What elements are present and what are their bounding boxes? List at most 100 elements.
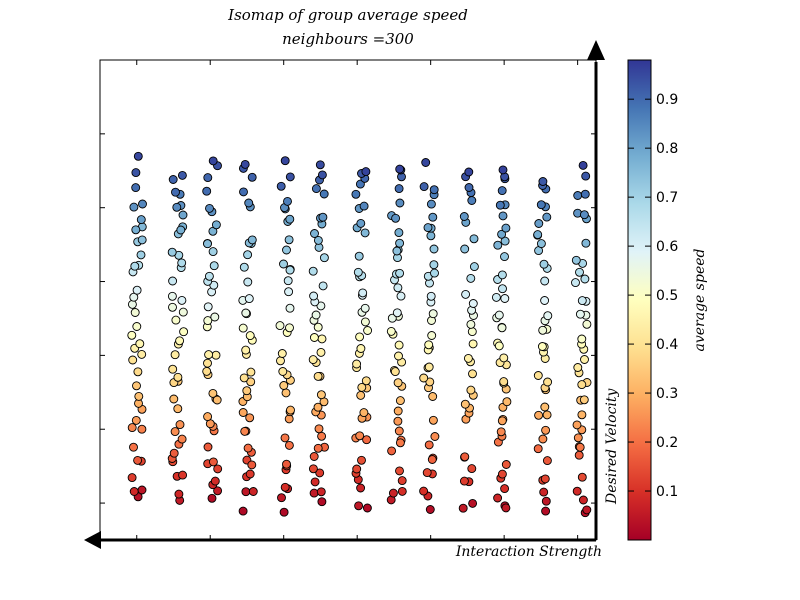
scatter-point bbox=[429, 260, 439, 270]
scatter-point bbox=[285, 172, 295, 182]
scatter-point bbox=[397, 486, 407, 496]
scatter-point bbox=[247, 235, 257, 245]
scatter-point bbox=[136, 250, 146, 260]
scatter-point bbox=[497, 323, 507, 333]
scatter-point bbox=[168, 276, 178, 286]
scatter-point bbox=[138, 199, 147, 209]
scatter-point bbox=[571, 278, 580, 288]
scatter-point bbox=[419, 486, 429, 496]
scatter-point bbox=[356, 344, 366, 353]
scatter-point bbox=[238, 323, 248, 333]
scatter-point bbox=[395, 268, 405, 278]
scatter-point bbox=[573, 191, 583, 200]
scatter-point bbox=[424, 362, 434, 372]
scatter-point bbox=[168, 364, 178, 374]
scatter-point bbox=[129, 292, 139, 302]
scatter-point bbox=[391, 213, 401, 223]
scatter-point bbox=[543, 311, 553, 321]
scatter-point bbox=[285, 214, 295, 224]
scatter-point bbox=[316, 347, 326, 357]
scatter-point bbox=[358, 288, 368, 298]
x-axis-label: Interaction Strength bbox=[455, 544, 602, 560]
scatter-point bbox=[318, 281, 328, 291]
scatter-point bbox=[500, 294, 510, 303]
scatter-point bbox=[313, 235, 323, 245]
scatter-point bbox=[169, 448, 179, 458]
scatter-point bbox=[419, 373, 429, 383]
scatter-point bbox=[133, 455, 143, 465]
scatter-point bbox=[427, 455, 437, 464]
scatter-point bbox=[137, 349, 147, 359]
scatter-point bbox=[387, 313, 397, 323]
scatter-point bbox=[460, 244, 470, 254]
scatter-point bbox=[277, 349, 287, 358]
scatter-point bbox=[127, 330, 137, 340]
scatter-point bbox=[282, 245, 291, 255]
scatter-point bbox=[243, 277, 253, 287]
scatter-point bbox=[577, 334, 587, 344]
colorbar-tick-label: 0.1 bbox=[656, 484, 678, 500]
axis-ticks bbox=[100, 60, 596, 540]
scatter-point bbox=[394, 340, 404, 350]
scatter-point bbox=[285, 303, 295, 313]
scatter-point bbox=[202, 186, 212, 196]
scatter-point bbox=[362, 435, 372, 445]
colorbar-tick-label: 0.2 bbox=[656, 435, 678, 451]
scatter-point bbox=[309, 291, 319, 301]
scatter-point bbox=[203, 316, 213, 326]
scatter-point bbox=[393, 378, 403, 388]
scatter-point bbox=[467, 196, 477, 205]
scatter-point bbox=[275, 321, 285, 331]
scatter-point bbox=[386, 326, 396, 336]
scatter-point bbox=[542, 212, 552, 222]
scatter-point bbox=[202, 366, 212, 376]
scatter-point bbox=[133, 151, 143, 161]
scatter-point bbox=[314, 424, 324, 434]
scatter-point bbox=[361, 376, 371, 386]
scatter-point bbox=[397, 476, 407, 486]
scatter-point bbox=[309, 333, 319, 342]
scatter-point bbox=[247, 460, 257, 470]
scatter-point bbox=[464, 183, 474, 192]
scatter-point bbox=[203, 239, 212, 249]
scatter-point bbox=[540, 474, 550, 484]
scatter-point bbox=[357, 455, 366, 465]
scatter-point bbox=[313, 443, 323, 453]
scatter-point bbox=[500, 484, 510, 494]
scatter-point bbox=[581, 171, 591, 181]
scatter-point bbox=[177, 295, 187, 305]
scatter-point bbox=[355, 332, 365, 342]
scatter-point bbox=[426, 291, 436, 301]
scatter-point bbox=[466, 319, 476, 329]
scatter-point bbox=[131, 225, 141, 235]
scatter-point bbox=[167, 291, 177, 301]
scatter-point bbox=[313, 402, 323, 412]
scatter-point bbox=[430, 268, 439, 278]
scatter-point bbox=[494, 310, 504, 320]
scatter-point bbox=[354, 501, 364, 511]
colorbar-tick-label: 0.5 bbox=[656, 288, 678, 304]
scatter-point bbox=[127, 299, 137, 309]
scatter-point bbox=[129, 442, 138, 452]
scatter-point bbox=[426, 231, 436, 241]
scatter-point bbox=[177, 434, 187, 444]
scatter-point bbox=[498, 284, 507, 294]
scatter-point bbox=[540, 276, 550, 286]
colorbar-ticks: 0.1 0.2 0.3 0.4 0.5 0.6 0.7 0.8 0.9 bbox=[628, 92, 678, 500]
scatter-point bbox=[318, 212, 328, 222]
scatter-point bbox=[241, 487, 251, 497]
scatter-point bbox=[539, 487, 549, 497]
scatter-point bbox=[491, 292, 501, 302]
scatter-point bbox=[203, 302, 213, 312]
colorbar-tick-label: 0.7 bbox=[656, 190, 678, 206]
scatter-point bbox=[460, 452, 470, 462]
scatter-point bbox=[393, 416, 403, 426]
scatter-point bbox=[540, 402, 550, 412]
scatter-point bbox=[208, 247, 218, 257]
scatter-point bbox=[393, 406, 403, 416]
scatter-point bbox=[213, 486, 223, 496]
scatter-point bbox=[244, 198, 254, 208]
scatter-point bbox=[356, 483, 366, 493]
scatter-point bbox=[179, 327, 189, 337]
scatter-point bbox=[315, 160, 325, 170]
